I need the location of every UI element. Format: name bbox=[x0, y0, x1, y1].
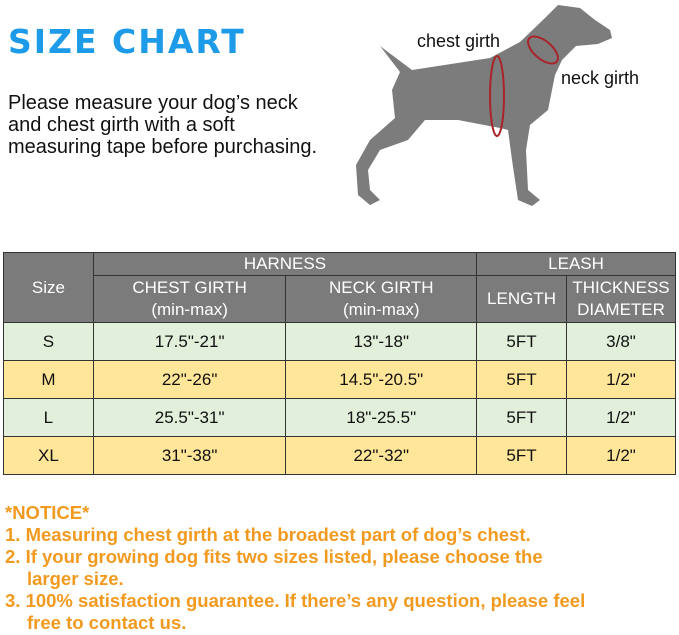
neck-cell: 22"-32" bbox=[285, 436, 478, 475]
table-row: L 25.5"-31" 18"-25.5" 5FT 1/2" bbox=[3, 398, 676, 437]
thickness-cell: 1/2" bbox=[566, 398, 676, 437]
table-row: XL 31"-38" 22"-32" 5FT 1/2" bbox=[3, 436, 676, 475]
chest-girth-label: chest girth bbox=[417, 31, 501, 51]
thickness-cell: 3/8" bbox=[566, 322, 676, 361]
notice-item: larger size. bbox=[27, 568, 124, 589]
notice-heading: *NOTICE* bbox=[5, 502, 90, 523]
size-cell: XL bbox=[3, 436, 94, 475]
notice-section: *NOTICE* 1. Measuring chest girth at the… bbox=[5, 502, 675, 634]
chest-cell: 22"-26" bbox=[92, 360, 287, 399]
notice-item: 1. Measuring chest girth at the broadest… bbox=[5, 524, 531, 545]
size-table: Size HARNESS LEASH CHEST GIRTH (min-max) … bbox=[3, 252, 676, 475]
table-row: M 22"-26" 14.5"-20.5" 5FT 1/2" bbox=[3, 360, 676, 399]
neck-cell: 18"-25.5" bbox=[285, 398, 478, 437]
notice-item: 2. If your growing dog fits two sizes li… bbox=[5, 546, 543, 567]
thickness-cell: 1/2" bbox=[566, 360, 676, 399]
notice-item: free to contact us. bbox=[27, 612, 187, 633]
notice-item: 3. 100% satisfaction guarantee. If there… bbox=[5, 590, 586, 611]
length-cell: 5FT bbox=[476, 322, 567, 361]
neck-girth-label: neck girth bbox=[561, 68, 640, 88]
size-header: Size bbox=[3, 252, 94, 323]
length-cell: 5FT bbox=[476, 360, 567, 399]
dog-silhouette-icon bbox=[356, 5, 612, 206]
leash-header: LEASH bbox=[476, 252, 676, 276]
size-cell: L bbox=[3, 398, 94, 437]
page-title: SIZE CHART bbox=[8, 22, 246, 61]
chest-cell: 17.5"-21" bbox=[92, 322, 287, 361]
thickness-cell: 1/2" bbox=[566, 436, 676, 475]
dog-diagram: chest girth neck girth bbox=[340, 0, 679, 220]
size-cell: M bbox=[3, 360, 94, 399]
neck-cell: 14.5"-20.5" bbox=[285, 360, 478, 399]
chest-cell: 31"-38" bbox=[92, 436, 287, 475]
size-cell: S bbox=[3, 322, 94, 361]
neck-girth-header: NECK GIRTH (min-max) bbox=[285, 275, 478, 323]
harness-header: HARNESS bbox=[92, 252, 478, 276]
intro-text: Please measure your dog’s neck and chest… bbox=[8, 92, 318, 158]
length-header: LENGTH bbox=[476, 275, 567, 323]
length-cell: 5FT bbox=[476, 436, 567, 475]
chest-girth-header: CHEST GIRTH (min-max) bbox=[92, 275, 287, 323]
table-row: S 17.5"-21" 13"-18" 5FT 3/8" bbox=[3, 322, 676, 361]
thickness-header: THICKNESS DIAMETER bbox=[566, 275, 676, 323]
length-cell: 5FT bbox=[476, 398, 567, 437]
neck-cell: 13"-18" bbox=[285, 322, 478, 361]
chest-cell: 25.5"-31" bbox=[92, 398, 287, 437]
